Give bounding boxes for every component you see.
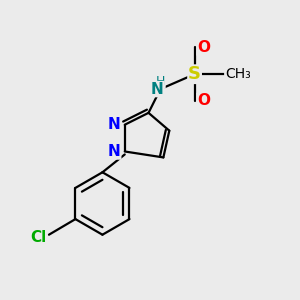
Text: N: N [108, 144, 121, 159]
Text: Cl: Cl [30, 230, 47, 245]
Text: N: N [151, 82, 164, 97]
Text: H: H [156, 75, 165, 88]
Text: N: N [108, 117, 121, 132]
Text: O: O [197, 40, 210, 55]
Text: CH₃: CH₃ [225, 67, 250, 81]
Text: O: O [197, 94, 210, 109]
Text: S: S [188, 65, 201, 83]
